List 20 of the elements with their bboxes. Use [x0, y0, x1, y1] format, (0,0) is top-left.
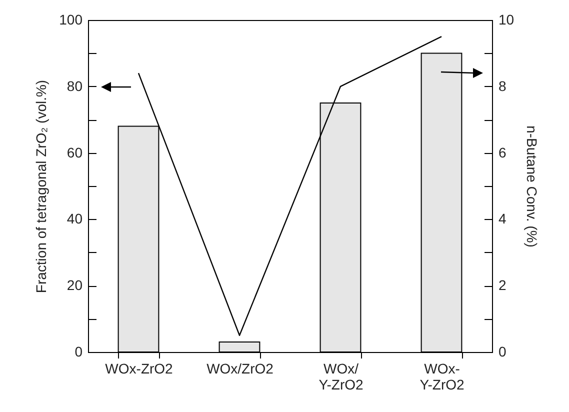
x-tick-label: WOx/ZrO2 — [206, 360, 274, 376]
y-tick-label: 40 — [66, 210, 83, 227]
y-tick-label: 0 — [74, 344, 83, 360]
y-tick-label: 60 — [66, 144, 83, 160]
y2-axis-title: n-Butane Conv. (%) — [524, 126, 540, 248]
y-tick-label: 100 — [59, 12, 83, 28]
x-tick-label: WOx-ZrO2 — [105, 360, 174, 376]
y-tick-label: 20 — [66, 277, 83, 294]
bar — [420, 52, 462, 352]
x-tick-label: WOx/ Y-ZrO2 — [318, 360, 364, 392]
y-axis-title: Fraction of tetragonal ZrO₂ (vol.%) — [33, 80, 50, 294]
y2-tick-label: 8 — [498, 78, 506, 94]
y2-tick-label: 0 — [498, 344, 506, 360]
y-tick-label: 80 — [66, 78, 83, 94]
y2-tick-label: 4 — [498, 210, 506, 227]
y2-tick-label: 10 — [498, 12, 514, 28]
y2-tick-label: 2 — [498, 277, 506, 294]
y2-tick-label: 6 — [498, 144, 506, 160]
x-tick-label: WOx- Y-ZrO2 — [420, 360, 465, 392]
bar — [218, 342, 260, 352]
